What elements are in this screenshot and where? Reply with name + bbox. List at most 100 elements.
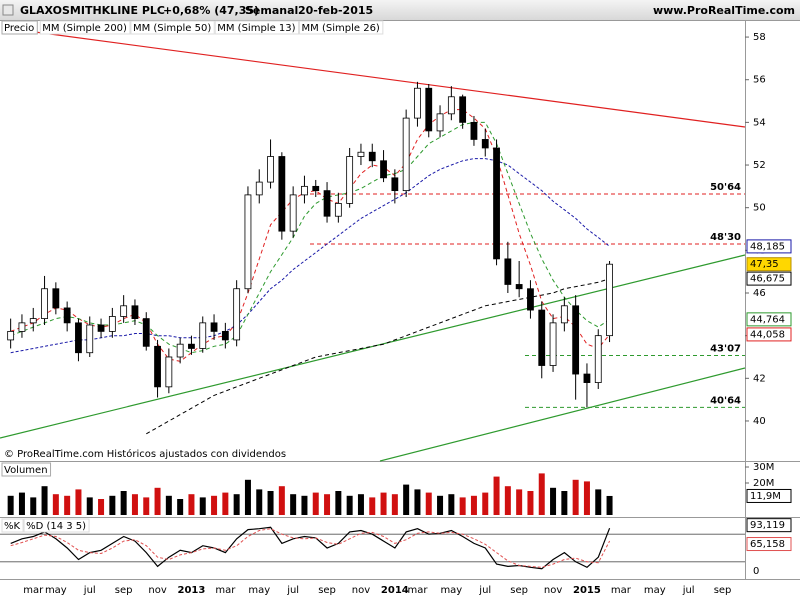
x-tick-label: mar xyxy=(407,585,428,596)
date: 20-feb-2015 xyxy=(298,4,373,17)
candle-body xyxy=(470,121,478,140)
oscillator-line xyxy=(10,526,611,570)
trend-line xyxy=(379,367,746,462)
last-value-label: 44,058 xyxy=(750,329,785,340)
volume-bar xyxy=(278,486,285,515)
candle-body xyxy=(583,373,591,383)
candle-body xyxy=(402,117,410,192)
candle-body xyxy=(594,335,602,383)
volume-bar xyxy=(516,489,523,515)
candle-body xyxy=(108,316,116,332)
volume-bar xyxy=(324,494,331,515)
volume-bar xyxy=(470,495,477,515)
level-label: 48'30 xyxy=(710,232,741,243)
volume-bar xyxy=(357,494,364,515)
candle-body xyxy=(459,96,467,123)
x-tick-label: nov xyxy=(544,585,562,596)
instrument-title: GLAXOSMITHKLINE PLC xyxy=(20,4,165,17)
x-tick-label: 2013 xyxy=(178,585,206,596)
candle-body xyxy=(481,139,489,149)
candle-body xyxy=(221,330,229,341)
last-value-label: 11,9M xyxy=(750,491,781,502)
trend-line xyxy=(34,31,746,128)
level-label: 50'64 xyxy=(710,182,741,193)
x-tick-label: sep xyxy=(510,585,528,596)
volume-bar xyxy=(595,489,602,515)
volume-bar xyxy=(448,494,455,515)
legend-entry[interactable]: MM (Simple 26) xyxy=(302,23,380,34)
candle-body xyxy=(199,322,207,349)
candle-body xyxy=(334,203,342,217)
oscillator-line xyxy=(10,528,611,568)
volume-bar xyxy=(301,495,308,515)
moving-average xyxy=(10,121,610,354)
candle-body xyxy=(493,147,500,260)
volume-bar xyxy=(561,491,568,515)
y-tick-label: 0 xyxy=(753,566,759,577)
candle-body xyxy=(120,305,128,317)
volume-bar xyxy=(244,479,251,515)
x-tick-label: sep xyxy=(714,585,732,596)
x-tick-label: sep xyxy=(318,585,336,596)
legend-entry[interactable]: MM (Simple 200) xyxy=(42,23,127,34)
volume-bar xyxy=(75,489,82,515)
candle-body xyxy=(233,288,241,341)
volume-bar xyxy=(414,489,421,515)
candle-body xyxy=(436,113,444,132)
y-tick-label: 58 xyxy=(753,32,766,43)
candle-body xyxy=(323,190,331,217)
candle-body xyxy=(176,343,184,358)
x-tick-label: jul xyxy=(682,585,695,596)
y-tick-label: 54 xyxy=(753,117,766,128)
legend-entry[interactable]: MM (Simple 50) xyxy=(133,23,211,34)
candle-body xyxy=(210,322,218,332)
candle-body xyxy=(52,288,60,309)
volume-bar xyxy=(459,497,466,515)
volume-bar xyxy=(335,491,342,515)
candle-body xyxy=(357,151,365,157)
source: www.ProRealTime.com xyxy=(653,4,795,17)
legend-entry: %D (14 3 5) xyxy=(26,521,86,532)
x-tick-label: nov xyxy=(148,585,166,596)
candle-body xyxy=(447,96,455,115)
volume-bar xyxy=(346,495,353,515)
volume-bar xyxy=(369,497,376,515)
candle-body xyxy=(425,87,433,132)
last-value-label: 46,675 xyxy=(750,274,785,285)
volume-bar xyxy=(7,495,14,515)
x-tick-label: jul xyxy=(83,585,96,596)
last-value-box xyxy=(746,537,792,552)
candle-body xyxy=(131,305,139,319)
candle-body xyxy=(289,194,297,232)
volume-bar xyxy=(493,476,500,515)
volume-bar xyxy=(199,497,206,515)
candle-body xyxy=(278,156,286,232)
volume-bar xyxy=(312,492,319,515)
volume-bar xyxy=(18,492,25,515)
candle-body xyxy=(29,318,37,324)
candle-body xyxy=(7,330,15,341)
y-tick-label: 50 xyxy=(753,203,766,214)
candle-body xyxy=(515,284,523,290)
level-label: 43'07 xyxy=(710,343,741,354)
volume-bar xyxy=(165,495,172,515)
legend-box xyxy=(23,518,90,533)
legend-entry[interactable]: MM (Simple 13) xyxy=(217,23,295,34)
y-tick-label: 46 xyxy=(753,288,766,299)
candle-body xyxy=(75,322,82,354)
y-tick-label: 56 xyxy=(753,75,766,86)
last-value-box xyxy=(746,271,792,286)
candle-body xyxy=(244,194,252,290)
level-label: 40'64 xyxy=(710,395,741,406)
panel-label: Volumen xyxy=(4,465,48,476)
x-tick-label: nov xyxy=(352,585,370,596)
candle-body xyxy=(549,322,557,366)
last-value-label: 65,158 xyxy=(750,539,785,550)
y-tick-label: 52 xyxy=(753,160,766,171)
y-tick-label: 30M xyxy=(753,462,774,473)
volume-bar xyxy=(583,481,590,515)
volume-bar xyxy=(391,494,398,515)
period: Semanal xyxy=(245,4,298,17)
volume-bar xyxy=(30,497,37,515)
